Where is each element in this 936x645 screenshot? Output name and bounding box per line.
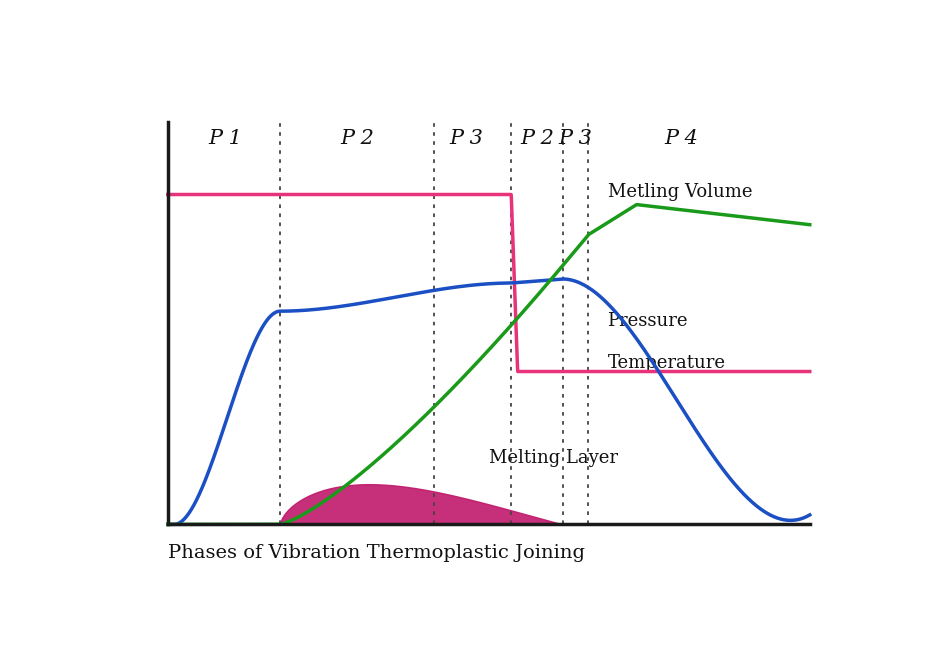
Text: Melting Layer: Melting Layer [489, 449, 618, 467]
Text: P 2: P 2 [340, 129, 374, 148]
Text: Metling Volume: Metling Volume [607, 183, 752, 201]
Text: Temperature: Temperature [607, 355, 725, 372]
Text: P 2: P 2 [520, 129, 554, 148]
Text: Pressure: Pressure [607, 312, 688, 330]
Text: P 4: P 4 [665, 129, 698, 148]
Text: Phases of Vibration Thermoplastic Joining: Phases of Vibration Thermoplastic Joinin… [168, 544, 585, 562]
Text: P 3: P 3 [449, 129, 483, 148]
Text: P 1: P 1 [209, 129, 242, 148]
Text: P 3: P 3 [559, 129, 592, 148]
